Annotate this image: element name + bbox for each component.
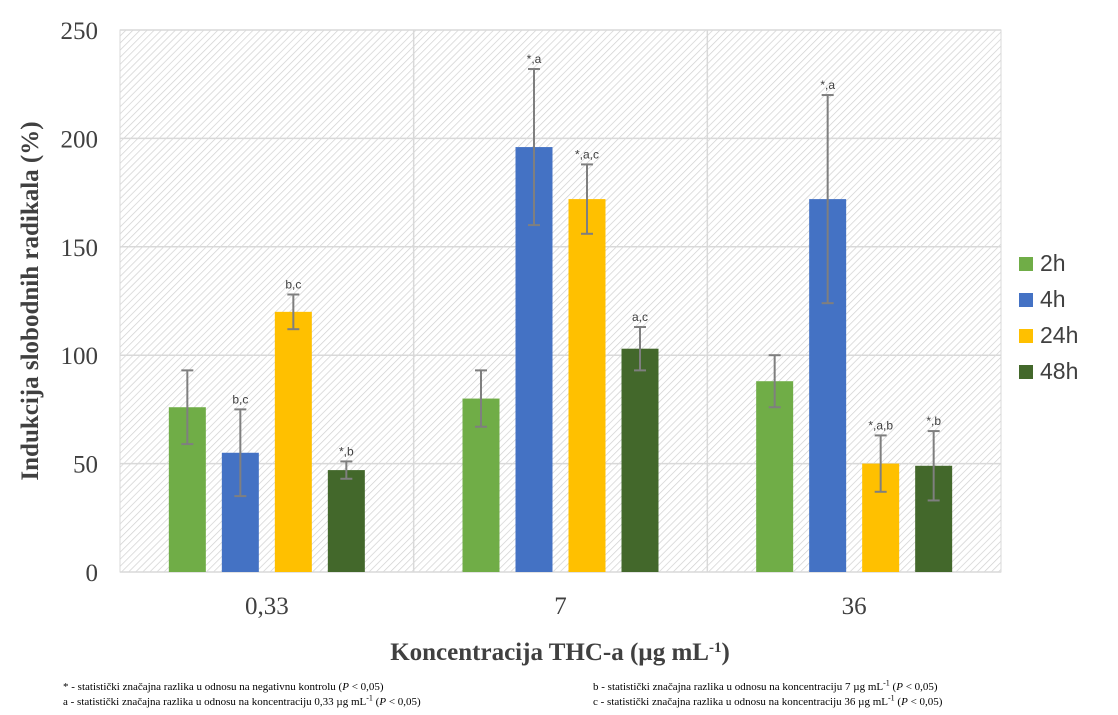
y-tick-labels: 0 50 100 150 200 250 — [61, 18, 99, 587]
legend-swatch-2h — [1019, 257, 1033, 271]
data-label-4h-1: *,a — [527, 52, 542, 66]
data-label-4h-2: *,a — [820, 78, 835, 92]
footnote-b-close: < 0,05) — [902, 681, 938, 693]
y-tick-label-2: 100 — [61, 343, 99, 370]
error-bar-2h-1 — [475, 369, 487, 428]
bar-2h-2 — [756, 381, 794, 572]
error-bar-24h-0 — [287, 293, 300, 331]
footnote-a-close: < 0,05) — [386, 696, 421, 708]
footnote-b-text: b - statistički značajna razlika u odnos… — [593, 681, 884, 693]
x-axis-label: Koncentracija THC-a (µg mL-1) — [390, 639, 730, 666]
error-bar-48h-1 — [634, 326, 646, 372]
y-tick-label-0: 0 — [86, 560, 99, 587]
footnote-a-open: ( — [372, 696, 380, 708]
legend-label-24h: 24h — [1040, 322, 1078, 348]
footnote-asterisk-close: < 0,05) — [348, 681, 384, 693]
footnote-c-close: < 0,05) — [907, 696, 943, 708]
footnote-asterisk: * - statistički značajna razlika u odnos… — [63, 681, 384, 694]
legend-label-2h: 2h — [1040, 250, 1066, 276]
legend-label-48h: 48h — [1040, 358, 1078, 384]
bar-48h-0 — [327, 470, 365, 572]
footnote-c-p: P — [901, 696, 908, 708]
chart: b,c b,c *,b *,a *,a,c a,c *,a *,a,b *,b 0 50 100 15… — [17, 18, 1078, 666]
x-axis-label-sup: -1 — [709, 640, 722, 656]
x-tick-labels: 0,33 7 36 — [245, 593, 867, 620]
footnote-b-p: P — [896, 681, 903, 693]
error-bar-48h-0 — [340, 460, 353, 480]
legend-swatch-48h — [1019, 365, 1033, 379]
x-tick-label-1: 7 — [554, 593, 567, 620]
legend: 2h 4h 24h 48h — [1019, 250, 1078, 384]
footnote-c-open: ( — [894, 696, 902, 708]
footnote-a-p: P — [379, 696, 387, 708]
error-bar-4h-1 — [528, 68, 540, 227]
footnote-b: b - statistički značajna razlika u odnos… — [593, 678, 938, 694]
x-tick-label-2: 36 — [842, 593, 867, 620]
footnote-asterisk-p: P — [342, 681, 349, 693]
y-tick-label-4: 200 — [61, 126, 99, 153]
data-label-48h-2: *,b — [926, 414, 941, 428]
error-bar-4h-0 — [234, 408, 247, 498]
error-bars — [181, 68, 940, 502]
legend-swatch-4h — [1019, 293, 1033, 307]
legend-label-4h: 4h — [1040, 286, 1066, 312]
data-label-48h-0: *,b — [339, 444, 354, 458]
error-bar-4h-2 — [821, 94, 834, 305]
y-tick-label-1: 50 — [73, 452, 98, 479]
data-labels: b,c b,c *,b *,a *,a,c a,c *,a *,a,b *,b — [232, 52, 941, 458]
y-tick-label-3: 150 — [61, 235, 99, 262]
data-label-24h-0: b,c — [285, 277, 301, 291]
y-tick-label-5: 250 — [61, 18, 99, 45]
bar-48h-1 — [621, 348, 659, 572]
bar-24h-0 — [274, 311, 312, 572]
footnote-a-text: a - statistički značajna razlika u odnos… — [63, 696, 367, 708]
error-bar-2h-0 — [181, 369, 194, 446]
bar-24h-1 — [568, 199, 606, 572]
y-axis-label: Indukcija slobodnih radikala (%) — [17, 121, 44, 480]
error-bar-24h-1 — [581, 163, 593, 235]
footnotes: * - statistički značajna razlika u odnos… — [0, 678, 1118, 715]
footnote-a-sup: -1 — [366, 693, 373, 703]
data-label-24h-2: *,a,b — [868, 418, 893, 432]
error-bar-24h-2 — [874, 434, 887, 493]
error-bar-2h-2 — [768, 354, 781, 409]
footnote-b-open: ( — [889, 681, 897, 693]
data-label-48h-1: a,c — [632, 310, 648, 324]
footnote-c: c - statistički značajna razlika u odnos… — [593, 693, 943, 709]
x-tick-label-0: 0,33 — [245, 593, 289, 620]
footnote-asterisk-text: * - statistički značajna razlika u odnos… — [63, 681, 343, 693]
x-axis-label-end: ) — [721, 639, 729, 666]
gridlines — [120, 29, 1001, 573]
bars — [168, 147, 953, 572]
footnote-b-sup: -1 — [883, 678, 890, 688]
plot-area — [119, 29, 1002, 573]
footnote-a: a - statistički značajna razlika u odnos… — [63, 693, 421, 709]
footnote-c-sup: -1 — [888, 693, 895, 703]
footnote-c-text: c - statistički značajna razlika u odnos… — [593, 696, 888, 708]
error-bar-48h-2 — [927, 430, 940, 502]
data-label-4h-0: b,c — [232, 392, 248, 406]
x-axis-label-main: Koncentracija THC-a (µg mL — [390, 639, 709, 666]
legend-swatch-24h — [1019, 329, 1033, 343]
data-label-24h-1: *,a,c — [575, 147, 599, 161]
